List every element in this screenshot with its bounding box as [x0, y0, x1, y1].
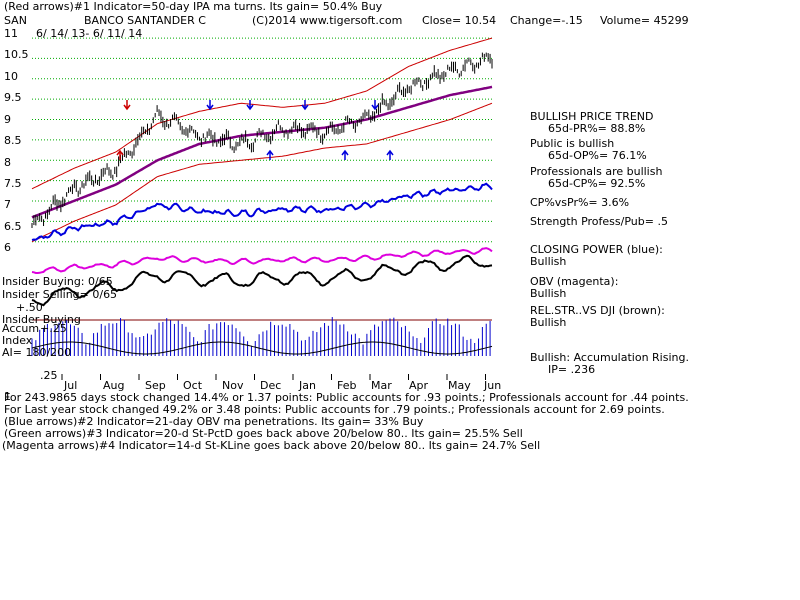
- signal-arrow: [246, 100, 254, 111]
- y-tick: 11: [4, 27, 18, 40]
- public-title: Public is bullish: [530, 137, 615, 150]
- x-tick: May: [448, 379, 471, 392]
- x-tick: Jul: [64, 379, 78, 392]
- copyright: (C)2014 www.tigersoft.com: [252, 14, 403, 27]
- relstr-value: Bullish: [530, 316, 567, 329]
- y-tick: 9: [4, 113, 11, 126]
- x-tick: Nov: [222, 379, 244, 392]
- signal-arrow: [371, 100, 379, 111]
- signal-arrow: [206, 100, 214, 111]
- closing-power-label: CLOSING POWER (blue):: [530, 243, 663, 256]
- insider-buying-top: Insider Buying: 0/65: [2, 275, 113, 288]
- x-tick: Jun: [484, 379, 502, 392]
- signal-arrow: [386, 149, 394, 160]
- closing-power-value: Bullish: [530, 255, 567, 268]
- signal-arrow: [123, 100, 131, 111]
- y-tick: 8.5: [4, 134, 22, 147]
- signal-arrow: [266, 149, 274, 160]
- ip-value: IP= .236: [548, 363, 596, 376]
- acc-tick: +.25: [40, 322, 67, 335]
- accum-label: Accum: [2, 322, 40, 335]
- y-tick: 6.5: [4, 220, 22, 233]
- accum-ma-line: [31, 341, 493, 355]
- footer-line: For Last year stock changed 49.2% or 3.4…: [4, 403, 665, 416]
- closing-power-line: [31, 182, 493, 241]
- footer-line: For 243.9865 days stock changed 14.4% or…: [4, 391, 689, 404]
- insider-buying-mid: Insider Buying: [2, 313, 81, 326]
- y-tick: 9.5: [4, 91, 22, 104]
- acc-tick: .25: [40, 369, 58, 382]
- signal-arrow: [116, 149, 124, 160]
- x-tick: Mar: [371, 379, 392, 392]
- x-tick: Oct: [183, 379, 203, 392]
- change-value: Change=-.15: [510, 14, 583, 27]
- header-line1: (Red arrows)#1 Indicator=50-day IPA ma t…: [4, 0, 383, 13]
- relative-strength-line: [31, 254, 493, 307]
- accum-summary: Bullish: Accumulation Rising.: [530, 351, 689, 364]
- close-value: Close= 10.54: [422, 14, 497, 27]
- obv-value: Bullish: [530, 287, 567, 300]
- footer-line: (Green arrows)#3 Indicator=20-d St-PctD …: [4, 427, 523, 440]
- strength: Strength Profess/Pub= .5: [530, 215, 668, 228]
- company-name: BANCO SANTANDER C: [84, 14, 206, 27]
- footer-line: (Blue arrows)#2 Indicator=21-day OBV ma …: [4, 415, 424, 428]
- x-tick: Feb: [337, 379, 357, 392]
- y-tick: 8: [4, 156, 11, 169]
- acc-tick: +.50: [16, 301, 43, 314]
- moving-average-line: [31, 85, 493, 219]
- y-tick: 6: [4, 241, 11, 254]
- y-tick: 7.5: [4, 177, 22, 190]
- signal-arrow: [341, 149, 349, 160]
- obv-line: [31, 247, 493, 274]
- upper-band-line: [31, 37, 493, 190]
- x-tick: Dec: [260, 379, 282, 392]
- public-value: 65d-OP%= 76.1%: [548, 149, 647, 162]
- y-tick: 10.5: [4, 48, 29, 61]
- volume-value: Volume= 45299: [600, 14, 689, 27]
- x-tick: Apr: [409, 379, 429, 392]
- pro-title: Professionals are bullish: [530, 165, 663, 178]
- signal-arrow: [301, 100, 309, 111]
- footer-line: (Magenta arrows)#4 Indicator=14-d St-KLi…: [2, 439, 541, 452]
- relstr-label: REL.STR..VS DJI (brown):: [530, 304, 665, 317]
- trend-title: BULLISH PRICE TREND: [530, 110, 654, 123]
- bottom-number: 1: [4, 390, 11, 403]
- y-tick: 10: [4, 70, 18, 83]
- ticker: SAN: [4, 14, 27, 27]
- index-label: Index: [2, 334, 33, 347]
- y-tick: 7: [4, 198, 11, 211]
- lower-band-line: [31, 102, 493, 243]
- trend-value: 65d-PR%= 88.8%: [548, 122, 646, 135]
- x-tick: Aug: [103, 379, 125, 392]
- insider-selling: Insider Selling= 0/65: [2, 288, 118, 301]
- pro-value: 65d-CP%= 92.5%: [548, 177, 646, 190]
- obv-label: OBV (magenta):: [530, 275, 619, 288]
- x-tick: Sep: [145, 379, 166, 392]
- ai-label: AI= 180/200: [2, 346, 72, 359]
- x-tick: Jan: [299, 379, 316, 392]
- cp-vs-pr: CP%vsPr%= 3.6%: [530, 196, 630, 209]
- date-range: 6/ 14/ 13- 6/ 11/ 14: [36, 27, 143, 40]
